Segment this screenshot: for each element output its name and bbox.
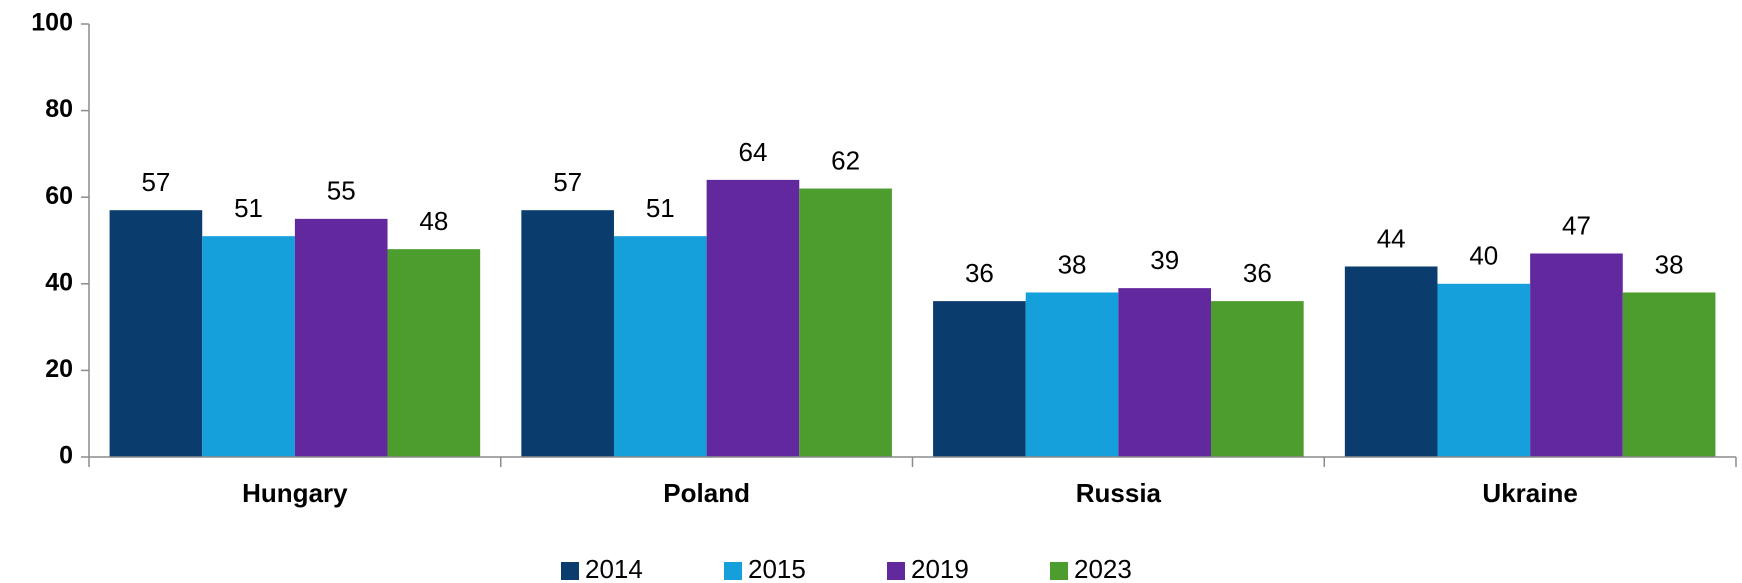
x-tick-label: Hungary xyxy=(242,478,348,508)
data-label: 57 xyxy=(553,167,582,197)
data-label: 44 xyxy=(1377,223,1406,253)
y-tick-label: 0 xyxy=(59,442,73,470)
x-tick-label: Ukraine xyxy=(1482,478,1577,508)
bar xyxy=(294,218,388,457)
legend-label: 2023 xyxy=(1074,554,1132,583)
y-tick-label: 40 xyxy=(45,268,73,296)
data-label: 48 xyxy=(419,206,448,236)
bar xyxy=(706,179,800,457)
bar xyxy=(202,236,295,457)
data-label: 51 xyxy=(234,193,263,223)
bar xyxy=(387,249,481,457)
y-tick-label: 80 xyxy=(45,95,73,123)
bar xyxy=(1025,292,1119,457)
data-label: 47 xyxy=(1562,210,1591,240)
bar xyxy=(1437,283,1531,457)
legend-swatch xyxy=(561,562,579,580)
bar xyxy=(1211,301,1304,457)
data-label: 64 xyxy=(738,137,767,167)
legend-label: 2015 xyxy=(748,554,806,583)
legend-label: 2019 xyxy=(911,554,969,583)
data-label: 55 xyxy=(327,176,356,206)
legend-swatch xyxy=(1050,562,1068,580)
data-label: 36 xyxy=(965,258,994,288)
bar xyxy=(1530,253,1623,457)
data-label: 38 xyxy=(1058,249,1087,279)
legend-label: 2014 xyxy=(585,554,643,583)
y-tick-label: 60 xyxy=(45,182,73,210)
legend-swatch xyxy=(724,562,742,580)
bar xyxy=(933,301,1026,457)
bar xyxy=(1118,288,1212,457)
data-label: 36 xyxy=(1243,258,1272,288)
legend-swatch xyxy=(887,562,905,580)
bar xyxy=(613,236,707,457)
data-label: 39 xyxy=(1150,245,1179,275)
x-tick-label: Poland xyxy=(663,478,750,508)
bar xyxy=(521,210,614,457)
x-tick-label: Russia xyxy=(1076,478,1162,508)
data-label: 38 xyxy=(1655,249,1684,279)
data-label: 57 xyxy=(141,167,170,197)
y-tick-label: 100 xyxy=(31,9,73,37)
data-label: 40 xyxy=(1469,241,1498,271)
bar xyxy=(799,188,892,458)
y-tick-label: 20 xyxy=(45,355,73,383)
bar xyxy=(109,210,203,457)
data-label: 51 xyxy=(646,193,675,223)
data-label: 62 xyxy=(831,145,860,175)
bar xyxy=(1622,292,1716,457)
bar xyxy=(1344,266,1438,457)
